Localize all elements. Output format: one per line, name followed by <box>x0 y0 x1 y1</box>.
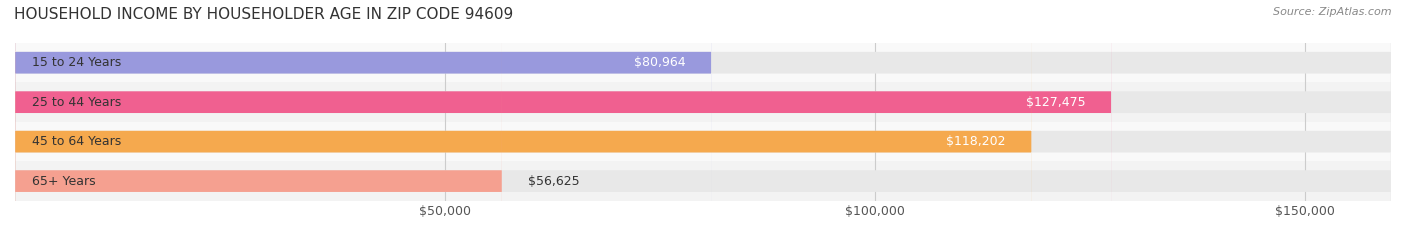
Text: $56,625: $56,625 <box>527 175 579 188</box>
Text: Source: ZipAtlas.com: Source: ZipAtlas.com <box>1274 7 1392 17</box>
FancyBboxPatch shape <box>15 0 1111 233</box>
Bar <box>15 43 1391 82</box>
FancyBboxPatch shape <box>15 0 1032 233</box>
Text: $127,475: $127,475 <box>1026 96 1085 109</box>
FancyBboxPatch shape <box>15 0 502 233</box>
Text: 45 to 64 Years: 45 to 64 Years <box>32 135 121 148</box>
Bar <box>15 82 1391 122</box>
Bar <box>15 161 1391 201</box>
FancyBboxPatch shape <box>15 0 1391 233</box>
Text: $118,202: $118,202 <box>946 135 1005 148</box>
Text: HOUSEHOLD INCOME BY HOUSEHOLDER AGE IN ZIP CODE 94609: HOUSEHOLD INCOME BY HOUSEHOLDER AGE IN Z… <box>14 7 513 22</box>
Text: 15 to 24 Years: 15 to 24 Years <box>32 56 121 69</box>
FancyBboxPatch shape <box>15 0 1391 233</box>
FancyBboxPatch shape <box>15 0 1391 233</box>
FancyBboxPatch shape <box>15 0 711 233</box>
Text: $80,964: $80,964 <box>634 56 686 69</box>
FancyBboxPatch shape <box>15 0 1391 233</box>
Text: 25 to 44 Years: 25 to 44 Years <box>32 96 121 109</box>
Text: 65+ Years: 65+ Years <box>32 175 96 188</box>
Bar <box>15 122 1391 161</box>
